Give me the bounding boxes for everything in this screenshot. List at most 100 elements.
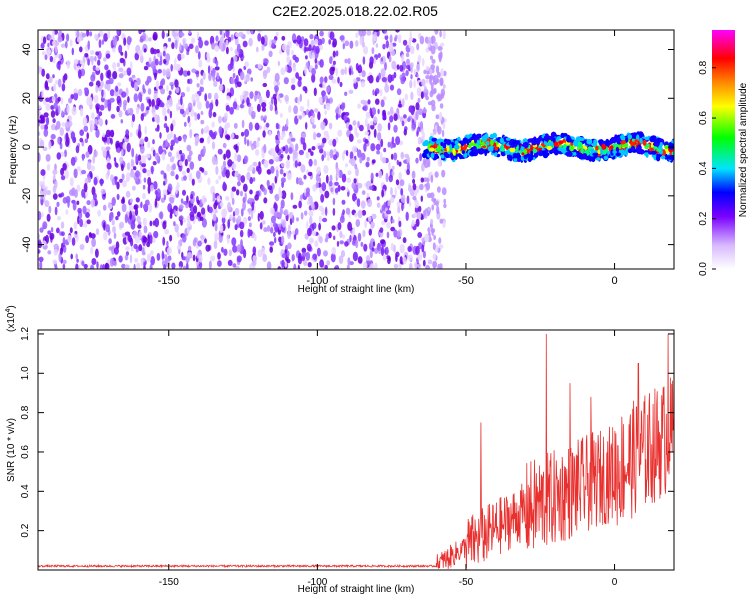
spectrogram-cell: [184, 43, 189, 50]
spectrogram-cell: [151, 98, 155, 109]
spectrogram-cell: [278, 236, 282, 243]
spectrogram-cell: [244, 192, 247, 202]
spectrogram-cell: [349, 40, 354, 49]
spectrogram-cell: [68, 97, 73, 104]
spectrogram-cell: [324, 237, 329, 243]
spectrogram-cell: [191, 94, 195, 103]
spectrogram-cell: [293, 263, 297, 269]
spectrogram-cell: [60, 43, 66, 48]
spectrogram-cell: [226, 234, 230, 244]
spectrogram-cell: [274, 193, 280, 202]
spectrogram-cell: [389, 42, 393, 52]
spectrogram-cell: [91, 258, 97, 265]
spectrogram-cell: [396, 201, 401, 208]
spectrogram-cell: [179, 266, 182, 269]
spectrogram-cell: [275, 139, 281, 145]
spectrogram-cell: [423, 209, 426, 217]
spectrogram-cell: [308, 111, 311, 118]
spectrogram-cell: [146, 253, 152, 262]
spectrogram-cell: [282, 146, 286, 152]
spectrogram-cell: [336, 106, 340, 115]
spectrogram-cell: [348, 133, 354, 142]
spectrogram-cell: [319, 259, 324, 268]
spectrogram-cell: [146, 169, 151, 177]
spectrogram-cell: [214, 45, 220, 52]
spectrogram-band-cell: [428, 143, 432, 147]
spectrogram-band-cell: [512, 152, 518, 159]
spectrogram-cell: [239, 104, 245, 109]
spectrogram-cell: [431, 204, 435, 211]
spectrogram-cell: [443, 203, 447, 209]
spectrogram-cell: [101, 39, 105, 45]
spectrogram-cell: [211, 42, 216, 50]
spectrogram-cell: [105, 80, 111, 85]
spectrogram-cell: [127, 108, 131, 114]
spectrogram-cell: [408, 254, 413, 262]
spectrogram-cell: [57, 136, 61, 145]
spectrogram-cell: [316, 132, 322, 138]
spectrogram-cell: [167, 183, 173, 193]
spectrogram-cell: [423, 69, 427, 75]
spectrogram-cell: [271, 42, 275, 48]
spectrogram-cell: [103, 57, 107, 62]
spectrogram-cell: [214, 232, 219, 242]
spectrogram-cell: [244, 136, 247, 145]
spectrogram-cell: [236, 189, 240, 196]
spectrogram-cell: [51, 96, 56, 103]
spectrogram-cell: [319, 76, 324, 84]
spectrogram-cell: [364, 219, 368, 229]
spectrogram-cell: [164, 115, 168, 122]
spectrogram-band-cell: [573, 152, 577, 156]
spectrogram-cell: [380, 57, 384, 62]
spectrogram-cell: [347, 257, 351, 266]
spectrogram-cell: [234, 170, 239, 177]
x-tick-label: 0: [612, 577, 618, 588]
spectrogram-cell: [76, 258, 79, 263]
spectrogram-cell: [364, 139, 369, 144]
spectrogram-cell: [386, 231, 390, 239]
spectrogram-cell: [346, 177, 352, 184]
spectrogram-band-cell: [542, 150, 546, 157]
spectrogram-cell: [54, 264, 58, 269]
spectrogram-cell: [186, 195, 189, 203]
spectrogram-cell: [142, 236, 148, 243]
spectrogram-band-cell: [590, 148, 595, 154]
spectrogram-cell: [112, 47, 116, 53]
spectrogram-cell: [342, 43, 345, 50]
spectrogram-cell: [207, 65, 211, 75]
spectrogram-cell: [152, 236, 156, 244]
spectrogram-cell: [396, 230, 401, 240]
spectrogram-cell: [292, 66, 297, 72]
spectrogram-band-cell: [520, 146, 525, 152]
spectrogram-cell: [195, 170, 201, 179]
spectrogram-cell: [154, 198, 158, 208]
spectrogram-cell: [409, 201, 412, 207]
spectrogram-cell: [314, 64, 318, 70]
spectrogram-cell: [328, 231, 332, 239]
spectrogram-cell: [236, 43, 241, 53]
spectrogram-band-cell: [509, 155, 513, 162]
spectrogram-cell: [394, 187, 397, 197]
spectrogram-cell: [164, 177, 168, 184]
spectrogram-cell: [188, 30, 192, 35]
spectrogram-cell: [43, 112, 49, 118]
spectrogram-cell: [141, 251, 146, 256]
spectrogram-cell: [120, 119, 124, 124]
spectrogram-cell: [239, 94, 243, 102]
spectrogram-cell: [372, 89, 375, 96]
spectrogram-cell: [231, 197, 235, 205]
spectrogram-cell: [128, 204, 134, 213]
spectrogram-cell: [250, 30, 254, 35]
spectrogram-cell: [254, 122, 260, 131]
spectrogram-cell: [58, 252, 62, 262]
spectrogram-cell: [201, 128, 204, 135]
spectrogram-cell: [147, 234, 150, 244]
spectrogram-band-cell: [546, 145, 552, 151]
spectrogram-cell: [292, 230, 296, 235]
spectrogram-cell: [48, 140, 52, 149]
spectrogram-cell: [69, 227, 73, 234]
spectrogram-cell: [430, 45, 436, 55]
spectrogram-cell: [355, 219, 361, 228]
spectrogram-cell: [431, 59, 436, 64]
spectrogram-cell: [440, 68, 444, 77]
